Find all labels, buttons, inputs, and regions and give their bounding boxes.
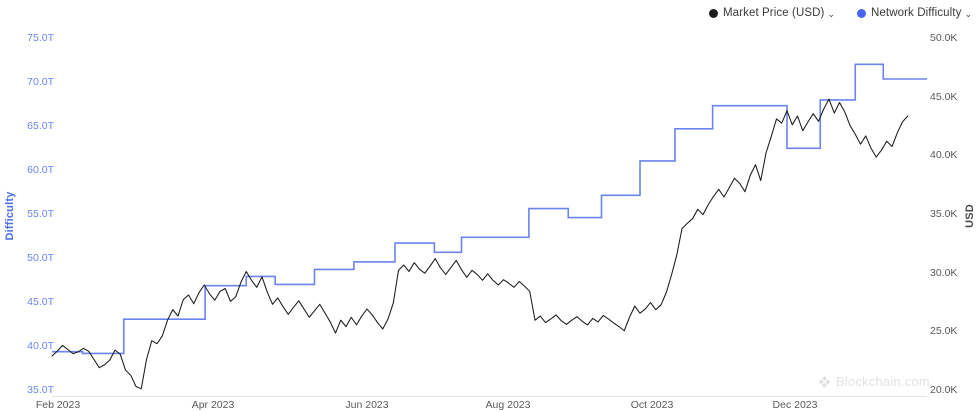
x-axis-tick-label: Dec 2023 [772,399,818,411]
circle-marker-icon [857,8,867,18]
legend-item-market-price[interactable]: Market Price (USD) ⌄ [709,7,835,19]
y-axis-left-tick-label: 75.0T [27,32,54,44]
x-axis-line [52,396,927,397]
x-axis-tick-label: Feb 2023 [35,399,81,411]
y-axis-right-tick-label: 50.0K [930,32,958,44]
y-axis-left-tick-label: 70.0T [27,76,54,88]
chevron-down-icon[interactable]: ⌄ [964,8,972,19]
watermark: Blockchain.com [818,374,930,389]
y-axis-left-tick-label: 45.0T [27,296,54,308]
y-axis-left-tick-label: 60.0T [27,164,54,176]
legend-item-network-difficulty[interactable]: Network Difficulty ⌄ [857,7,972,19]
x-axis-tick-label: Oct 2023 [630,399,674,411]
x-axis-tick-label: Jun 2023 [345,399,389,411]
circle-marker-icon [709,8,718,18]
y-axis-right-tick-label: 25.0K [930,325,958,338]
blockchain-diamond-logo-icon [818,375,831,388]
series-line-market-price [51,98,909,390]
x-axis-tick-label: Aug 2023 [485,399,531,411]
y-axis-left-tick-label: 35.0T [27,384,54,396]
x-axis-tick-label: Apr 2023 [191,399,235,411]
y-axis-right-tick-label: 30.0K [930,266,958,279]
legend-label-network-difficulty: Network Difficulty [871,7,962,19]
legend-label-market-price: Market Price (USD) [723,7,825,19]
y-axis-right-tick-label: 45.0K [930,90,958,103]
y-axis-left-tick-label: 40.0T [27,340,54,352]
watermark-text: Blockchain.com [836,374,930,389]
y-axis-left-tick-label: 50.0T [27,252,54,264]
y-axis-left-tick-label: 65.0T [27,120,54,132]
y-axis-left-tick-label: 55.0T [27,208,54,220]
y-axis-right-tick-label: 20.0K [930,384,958,396]
y-axis-right-tick-label: 35.0K [930,208,958,220]
chevron-down-icon[interactable]: ⌄ [827,8,836,19]
series-line-network-difficulty [52,63,927,355]
y-axis-right-tick-label: 40.0K [930,149,958,162]
chart-legend: Market Price (USD) ⌄ Network Difficulty … [709,5,972,21]
